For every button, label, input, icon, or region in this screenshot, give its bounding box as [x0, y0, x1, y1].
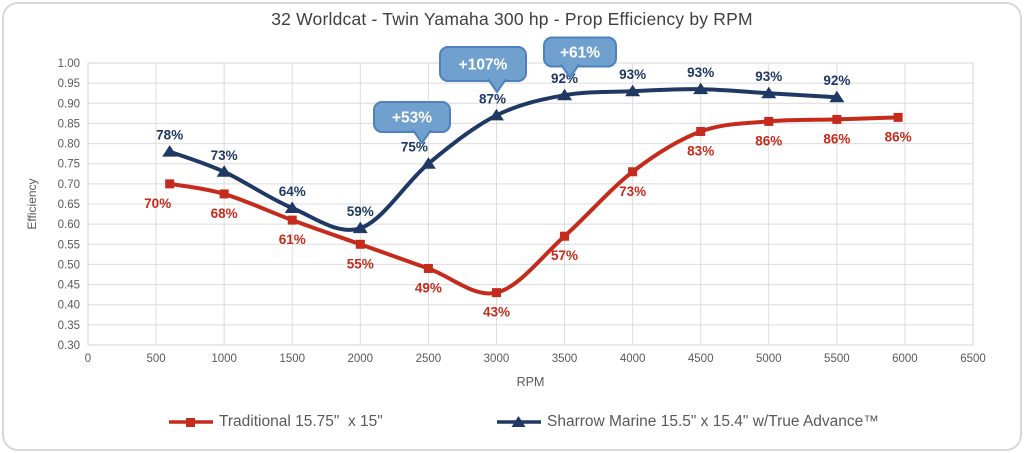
x-tick-label: 4500	[688, 353, 714, 365]
y-tick-label: 0.60	[58, 219, 80, 231]
data-marker-sharrow	[557, 88, 573, 101]
data-marker-traditional	[355, 239, 365, 249]
y-tick-label: 1.00	[58, 58, 80, 70]
y-tick-label: 0.70	[58, 179, 80, 191]
data-marker-sharrow	[284, 201, 300, 214]
chart-title: 32 Worldcat - Twin Yamaha 300 hp - Prop …	[271, 9, 753, 29]
data-label-traditional: 61%	[279, 232, 306, 247]
x-tick-label: 2000	[348, 353, 374, 365]
data-marker-traditional	[219, 189, 229, 199]
data-marker-traditional	[696, 126, 706, 136]
y-tick-label: 0.85	[58, 118, 80, 130]
sharrow-line-triangle-icon	[497, 416, 541, 427]
data-label-sharrow: 73%	[211, 148, 238, 163]
data-label-sharrow: 93%	[619, 67, 646, 82]
data-label-sharrow: 59%	[347, 204, 374, 219]
data-marker-traditional	[287, 215, 297, 225]
data-label-traditional: 68%	[211, 206, 238, 221]
data-label-traditional: 55%	[347, 256, 374, 271]
legend-label-sharrow: Sharrow Marine 15.5" x 15.4" w/True Adva…	[547, 413, 879, 430]
x-tick-label: 3000	[484, 353, 510, 365]
y-tick-label: 0.30	[58, 340, 80, 352]
y-tick-label: 0.95	[58, 78, 80, 90]
legend-item-traditional: Traditional 15.75" x 15"	[168, 409, 383, 435]
data-marker-traditional	[832, 114, 842, 124]
callout-label: +107%	[459, 57, 508, 74]
data-marker-traditional	[893, 112, 903, 122]
x-tick-label: 5000	[756, 353, 782, 365]
data-marker-sharrow	[625, 84, 641, 97]
data-marker-sharrow	[216, 165, 232, 177]
y-tick-label: 0.35	[58, 320, 80, 332]
data-label-sharrow: 78%	[156, 128, 183, 143]
data-marker-traditional	[560, 231, 570, 241]
data-marker-sharrow	[162, 145, 178, 157]
x-tick-label: 2500	[416, 353, 442, 365]
data-marker-traditional	[165, 179, 175, 189]
callout-box	[439, 46, 527, 82]
data-label-sharrow: 93%	[755, 69, 782, 84]
y-tick-label: 0.45	[58, 280, 80, 292]
legend: Traditional 15.75" x 15" Sharrow Marine …	[0, 409, 1024, 439]
x-tick-label: 6500	[960, 353, 986, 365]
x-tick-label: 5500	[824, 353, 850, 365]
data-marker-traditional	[628, 167, 638, 177]
series-line-sharrow	[167, 87, 839, 232]
callout-label: +61%	[560, 45, 600, 62]
data-label-traditional: 86%	[885, 129, 912, 144]
y-tick-label: 0.65	[58, 199, 80, 211]
data-label-sharrow: 87%	[479, 91, 506, 106]
data-label-traditional: 73%	[619, 184, 646, 199]
callout-tail	[487, 78, 507, 93]
data-marker-sharrow	[693, 82, 709, 95]
legend-label-traditional: Traditional 15.75" x 15"	[219, 413, 383, 430]
data-marker-sharrow	[352, 221, 368, 234]
data-label-traditional: 70%	[144, 196, 171, 211]
callout-label: +53%	[392, 110, 432, 127]
data-label-traditional: 86%	[823, 131, 850, 146]
y-tick-label: 0.55	[58, 239, 80, 251]
x-tick-label: 500	[146, 353, 165, 365]
y-tick-label: 0.80	[58, 139, 80, 151]
data-marker-sharrow	[829, 90, 845, 103]
y-axis-title: Efficiency	[25, 178, 39, 229]
data-label-traditional: 83%	[687, 143, 714, 158]
efficiency-line-chart: 0.30 0.35 0.40 0.45 0.50 0.55 0.60 0.65 0.70 0.75…	[25, 36, 986, 389]
y-tick-label: 0.75	[58, 159, 80, 171]
callout-tail	[412, 129, 432, 144]
data-marker-sharrow	[488, 108, 504, 121]
data-label-traditional: 43%	[483, 305, 510, 320]
data-label-traditional: 57%	[551, 248, 578, 263]
plot-border	[87, 62, 974, 346]
data-marker-traditional	[764, 116, 774, 126]
data-label-traditional: 86%	[755, 133, 782, 148]
traditional-line-square-icon	[169, 418, 213, 427]
data-marker-sharrow	[761, 86, 777, 99]
x-tick-label: 6000	[892, 353, 918, 365]
callout-tail	[560, 63, 580, 79]
x-tick-label: 1500	[279, 353, 305, 365]
data-marker-sharrow	[420, 157, 436, 169]
legend-item-sharrow: Sharrow Marine 15.5" x 15.4" w/True Adva…	[496, 409, 879, 435]
x-tick-label: 1000	[211, 353, 237, 365]
x-tick-label: 4000	[620, 353, 646, 365]
x-tick-label: 0	[85, 353, 91, 365]
data-label-sharrow: 92%	[823, 73, 850, 88]
callout-box	[373, 101, 451, 133]
callout-box	[543, 36, 617, 68]
x-axis-title: RPM	[517, 375, 545, 389]
y-tick-label: 0.50	[58, 259, 80, 271]
data-label-sharrow: 64%	[279, 184, 306, 199]
data-marker-traditional	[423, 263, 433, 273]
data-marker-traditional	[491, 288, 501, 298]
data-label-traditional: 49%	[415, 280, 442, 295]
y-tick-label: 0.90	[58, 98, 80, 110]
data-label-sharrow: 93%	[687, 65, 714, 80]
x-tick-label: 3500	[552, 353, 578, 365]
y-tick-label: 0.40	[58, 300, 80, 312]
